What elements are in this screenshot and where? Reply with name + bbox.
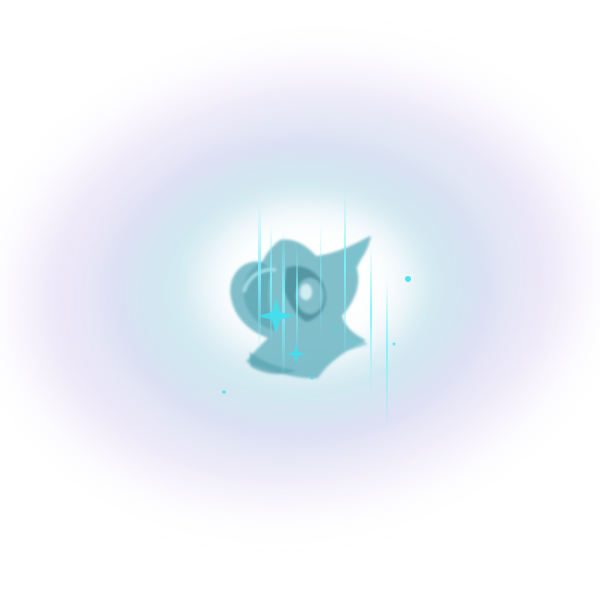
- sparkle-cross-icon: [258, 298, 306, 364]
- spark-particles: [222, 276, 411, 394]
- light-streaks: [258, 190, 388, 430]
- aura-haze: [26, 78, 574, 492]
